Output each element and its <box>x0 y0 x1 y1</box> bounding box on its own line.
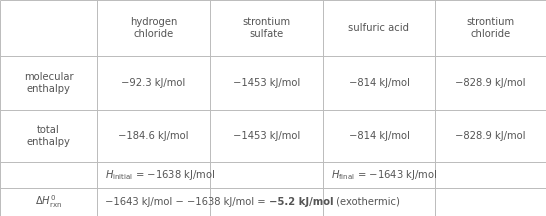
Text: $\Delta H^0_\mathregular{rxn}$: $\Delta H^0_\mathregular{rxn}$ <box>35 194 62 210</box>
Text: −814 kJ/mol: −814 kJ/mol <box>348 78 410 88</box>
Text: −184.6 kJ/mol: −184.6 kJ/mol <box>118 131 189 141</box>
Text: sulfuric acid: sulfuric acid <box>348 23 410 33</box>
Text: $H_\mathregular{initial}$ = −1638 kJ/mol: $H_\mathregular{initial}$ = −1638 kJ/mol <box>105 168 216 182</box>
Text: (exothermic): (exothermic) <box>333 197 400 207</box>
Text: total
enthalpy: total enthalpy <box>27 125 70 147</box>
Text: molecular
enthalpy: molecular enthalpy <box>23 72 73 94</box>
Text: −828.9 kJ/mol: −828.9 kJ/mol <box>455 131 526 141</box>
Text: hydrogen
chloride: hydrogen chloride <box>130 17 177 39</box>
Text: −1643 kJ/mol − −1638 kJ/mol =: −1643 kJ/mol − −1638 kJ/mol = <box>105 197 269 207</box>
Text: −5.2 kJ/mol: −5.2 kJ/mol <box>269 197 333 207</box>
Text: $H_\mathregular{final}$ = −1643 kJ/mol: $H_\mathregular{final}$ = −1643 kJ/mol <box>331 168 437 182</box>
Text: −92.3 kJ/mol: −92.3 kJ/mol <box>121 78 186 88</box>
Text: −1453 kJ/mol: −1453 kJ/mol <box>233 131 300 141</box>
Text: −828.9 kJ/mol: −828.9 kJ/mol <box>455 78 526 88</box>
Text: −814 kJ/mol: −814 kJ/mol <box>348 131 410 141</box>
Text: strontium
sulfate: strontium sulfate <box>242 17 290 39</box>
Text: strontium
chloride: strontium chloride <box>466 17 514 39</box>
Text: −1453 kJ/mol: −1453 kJ/mol <box>233 78 300 88</box>
